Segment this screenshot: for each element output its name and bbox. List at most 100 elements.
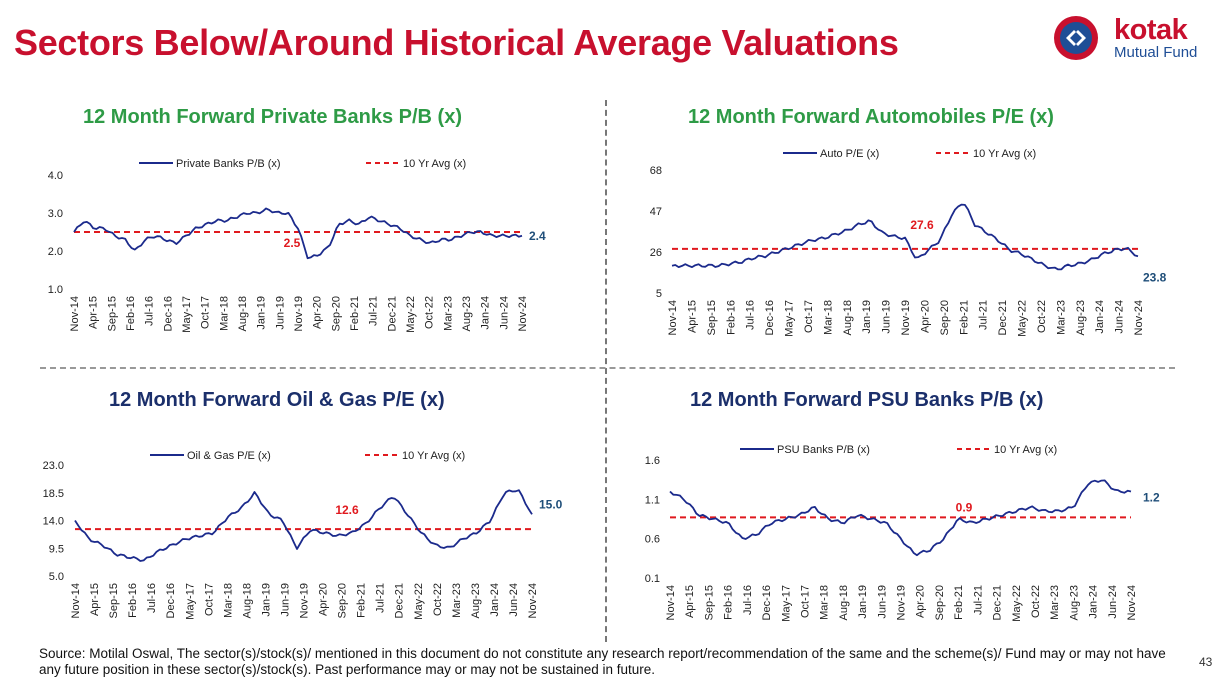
logo-subtitle: Mutual Fund	[1114, 44, 1198, 61]
x-tick-label: Oct-22	[1030, 585, 1042, 618]
x-tick-label: Mar-18	[819, 585, 831, 620]
x-tick-label: Aug-18	[237, 296, 249, 331]
vertical-divider	[605, 100, 607, 642]
x-tick-label: Jul-21	[978, 300, 990, 330]
x-tick-label: Feb-16	[725, 300, 737, 335]
y-tick-label: 3.0	[48, 208, 63, 220]
x-tick-label: Nov-19	[900, 300, 912, 335]
y-tick-label: 1.6	[645, 455, 660, 467]
x-tick-label: Nov-14	[665, 585, 677, 620]
x-tick-label: Mar-18	[822, 300, 834, 335]
x-tick-label: Nov-19	[896, 585, 908, 620]
chart-title-automobiles: 12 Month Forward Automobiles P/E (x)	[688, 106, 1054, 128]
x-tick-label: Feb-21	[356, 583, 368, 618]
x-tick-label: Dec-16	[162, 296, 174, 331]
last-value-label: 23.8	[1143, 270, 1167, 284]
x-tick-label: Jun-24	[1114, 300, 1126, 334]
average-value-label: 12.6	[335, 503, 359, 517]
average-value-label: 0.9	[956, 500, 973, 514]
x-tick-label: Jul-16	[146, 583, 158, 613]
x-tick-label: Feb-21	[349, 296, 361, 331]
x-tick-label: Mar-23	[451, 583, 463, 618]
y-tick-label: 4.0	[48, 170, 63, 182]
x-tick-label: May-17	[780, 585, 792, 622]
x-tick-label: Apr-15	[686, 300, 698, 333]
y-tick-label: 0.6	[645, 534, 660, 546]
x-tick-label: Aug-23	[461, 296, 473, 331]
x-tick-label: Jun-24	[508, 583, 520, 617]
x-tick-label: Nov-24	[527, 583, 539, 618]
legend-label-average: 10 Yr Avg (x)	[402, 450, 465, 462]
x-tick-label: Nov-24	[517, 296, 529, 331]
x-tick-label: Jan-19	[256, 296, 268, 330]
legend-label-series: Auto P/E (x)	[820, 148, 879, 160]
series-line	[73, 207, 523, 260]
x-tick-label: Apr-20	[312, 296, 324, 329]
y-tick-label: 18.5	[43, 488, 64, 500]
series-line	[74, 489, 533, 562]
y-tick-label: 1.0	[48, 284, 63, 296]
x-tick-label: Mar-23	[442, 296, 454, 331]
x-tick-label: Oct-17	[803, 300, 815, 333]
x-tick-label: Aug-18	[241, 583, 253, 618]
x-tick-label: Dec-21	[992, 585, 1004, 620]
last-value-label: 15.0	[539, 497, 563, 511]
x-tick-label: Feb-16	[125, 296, 137, 331]
x-tick-label: Aug-23	[470, 583, 482, 618]
x-tick-label: Jul-21	[368, 296, 380, 326]
y-tick-label: 47	[650, 206, 662, 218]
average-value-label: 27.6	[910, 218, 934, 232]
x-tick-label: Mar-18	[222, 583, 234, 618]
x-tick-label: Aug-18	[842, 300, 854, 335]
x-tick-label: Mar-23	[1055, 300, 1067, 335]
x-tick-label: Nov-19	[293, 296, 305, 331]
chart-title-private-banks: 12 Month Forward Private Banks P/B (x)	[83, 106, 462, 128]
legend: Oil & Gas P/E (x) 10 Yr Avg (x)	[150, 450, 465, 462]
x-tick-label: Nov-14	[667, 300, 679, 335]
y-tick-label: 14.0	[43, 516, 64, 528]
x-tick-label: May-17	[784, 300, 796, 337]
y-tick-label: 1.1	[645, 494, 660, 506]
x-tick-label: Apr-20	[919, 300, 931, 333]
x-tick-label: May-17	[184, 583, 196, 620]
x-tick-label: Dec-21	[386, 296, 398, 331]
x-tick-label: Sep-20	[934, 585, 946, 620]
x-tick-label: Aug-23	[1068, 585, 1080, 620]
x-tick-label: Aug-18	[838, 585, 850, 620]
source-note: Source: Motilal Oswal, The sector(s)/sto…	[39, 646, 1166, 677]
y-tick-label: 68	[650, 165, 662, 177]
legend-label-series: Private Banks P/B (x)	[176, 158, 281, 170]
page-number: 43	[1199, 655, 1213, 669]
x-tick-label: Mar-18	[218, 296, 230, 331]
x-tick-label: Jul-16	[742, 585, 754, 615]
x-tick-label: Apr-15	[89, 583, 101, 616]
x-tick-label: Dec-21	[997, 300, 1009, 335]
x-tick-label: Nov-24	[1133, 300, 1145, 335]
x-tick-label: Feb-21	[953, 585, 965, 620]
x-tick-label: Jun-19	[274, 296, 286, 330]
horizontal-divider	[40, 367, 1175, 369]
x-tick-label: Jun-19	[876, 585, 888, 619]
legend-label-average: 10 Yr Avg (x)	[994, 444, 1057, 456]
x-tick-label: Dec-21	[394, 583, 406, 618]
logo-wordmark: kotak	[1114, 14, 1188, 46]
x-tick-label: May-17	[181, 296, 193, 333]
x-tick-label: Aug-23	[1075, 300, 1087, 335]
x-tick-label: Jun-24	[498, 296, 510, 330]
x-tick-label: Jan-24	[1094, 300, 1106, 334]
chart-title-oil-gas: 12 Month Forward Oil & Gas P/E (x)	[109, 389, 445, 411]
last-value-label: 2.4	[529, 229, 546, 243]
x-tick-label: Sep-20	[330, 296, 342, 331]
x-tick-label: Jan-19	[260, 583, 272, 617]
x-tick-label: Sep-15	[703, 585, 715, 620]
x-tick-label: Oct-22	[1036, 300, 1048, 333]
legend-label-average: 10 Yr Avg (x)	[973, 148, 1036, 160]
series-line	[671, 203, 1139, 271]
x-tick-label: Jul-21	[972, 585, 984, 615]
kotak-logo: kotak Mutual Fund	[1052, 14, 1212, 62]
x-tick-label: May-22	[413, 583, 425, 620]
legend: Auto P/E (x) 10 Yr Avg (x)	[783, 148, 1036, 160]
x-tick-label: Apr-20	[915, 585, 927, 618]
x-tick-label: Jan-19	[857, 585, 869, 619]
